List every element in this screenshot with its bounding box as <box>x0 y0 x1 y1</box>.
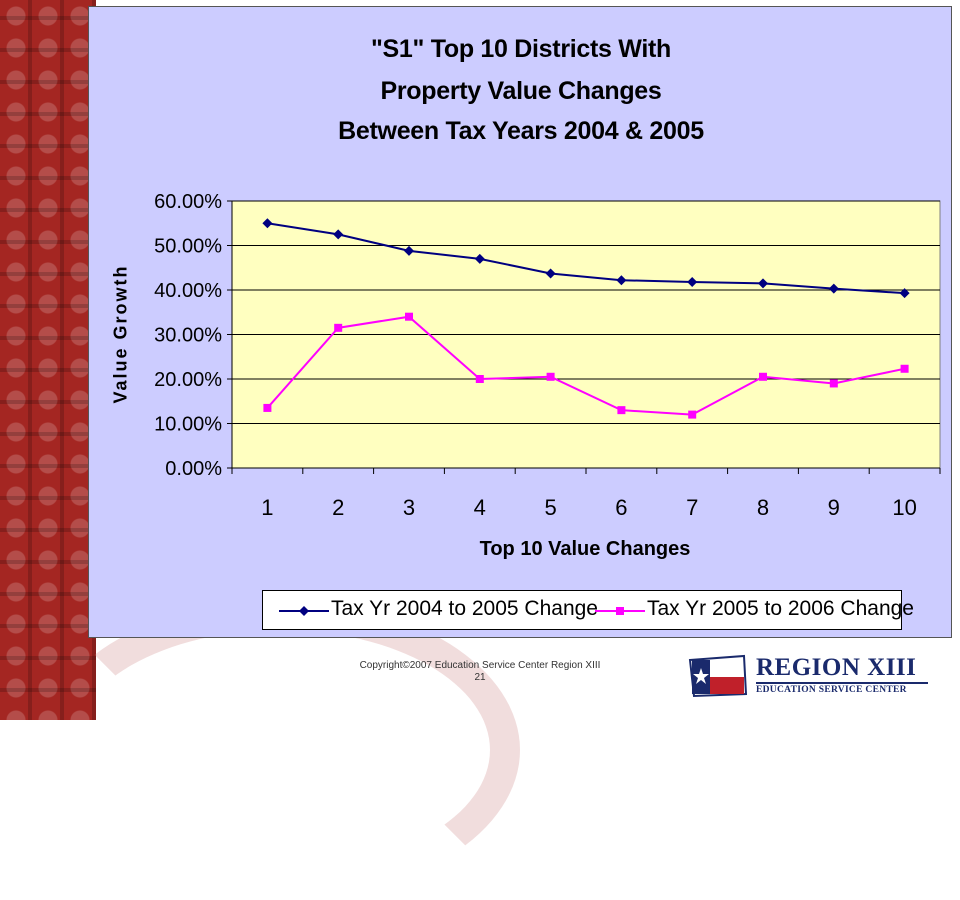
x-tick-label: 2 <box>332 495 344 520</box>
data-point-series-1 <box>899 288 910 299</box>
decorative-sidebar <box>0 0 96 720</box>
legend-label-series-2: Tax Yr 2005 to 2006 Change <box>647 597 914 620</box>
data-point-series-1 <box>333 229 344 240</box>
data-point-series-1 <box>616 275 627 286</box>
data-point-series-2 <box>900 364 909 373</box>
logo-subtitle: EDUCATION SERVICE CENTER <box>756 685 907 695</box>
chart-legend: Tax Yr 2004 to 2005 Change Tax Yr 2005 t… <box>262 590 914 630</box>
logo-title: REGION XIII <box>756 654 917 681</box>
y-tick-label: 50.00% <box>154 236 222 258</box>
logo-divider <box>756 682 928 684</box>
data-point-series-2 <box>617 406 626 415</box>
y-tick-label: 0.00% <box>165 458 222 480</box>
data-point-series-2 <box>263 403 272 412</box>
sidebar-pattern <box>0 0 96 720</box>
data-point-series-2 <box>759 372 767 381</box>
legend-marker-series-2 <box>595 607 645 615</box>
y-tick-label: 30.00% <box>154 325 222 347</box>
data-point-series-2 <box>475 375 484 383</box>
data-point-series-2 <box>546 372 555 381</box>
sidebar-grid <box>0 0 96 720</box>
chart-title-line-2: Property Value Changes <box>380 77 662 105</box>
data-point-series-1 <box>474 253 485 264</box>
chart-title-line-3: Between Tax Years 2004 & 2005 <box>338 117 704 145</box>
line-chart: 0.00% 10.00% 20.00% 30.00% 40.00% 50.00% 60.00… <box>154 191 941 520</box>
data-point-series-1 <box>404 245 414 256</box>
y-tick-label: 10.00% <box>154 414 222 436</box>
texas-flag-icon <box>688 654 748 698</box>
slide-number: 21 <box>474 672 486 683</box>
y-axis-label: Value Growth <box>110 264 131 404</box>
region-xiii-logo: REGION XIII EDUCATION SERVICE CENTER <box>686 654 936 698</box>
series-line-1 <box>267 222 905 295</box>
y-tick-label: 40.00% <box>154 280 222 302</box>
data-point-series-1 <box>758 278 768 289</box>
y-tick-label: 20.00% <box>154 369 222 391</box>
data-point-series-2 <box>334 323 343 332</box>
data-point-series-1 <box>545 268 556 279</box>
x-tick-label: 1 <box>261 495 273 520</box>
x-tick-label: 5 <box>544 495 556 520</box>
chart-title-line-1: "S1" Top 10 Districts With <box>371 35 671 63</box>
x-tick-label: 3 <box>403 495 415 520</box>
x-tick-label: 10 <box>892 495 916 520</box>
data-point-series-2 <box>829 379 838 388</box>
data-point-series-1 <box>828 283 839 294</box>
x-axis-label: Top 10 Value Changes <box>479 538 691 560</box>
data-point-series-2 <box>688 410 697 419</box>
x-tick-label: 8 <box>757 495 769 520</box>
x-tick-label: 6 <box>615 495 627 520</box>
x-tick-label: 7 <box>686 495 698 520</box>
data-point-series-2 <box>405 312 413 321</box>
data-point-series-1 <box>262 218 273 229</box>
copyright-text: Copyright©2007 Education Service Center … <box>359 660 601 671</box>
x-tick-label: 9 <box>828 495 840 520</box>
series-line-2 <box>266 315 905 416</box>
x-tick-label: 4 <box>474 495 486 520</box>
data-point-series-1 <box>687 276 698 287</box>
legend-marker-series-1 <box>279 606 329 616</box>
legend-label-series-1: Tax Yr 2004 to 2005 Change <box>331 597 598 620</box>
y-tick-label: 60.00% <box>154 191 222 213</box>
footer: Copyright©2007 Education Service Center … <box>330 660 630 684</box>
